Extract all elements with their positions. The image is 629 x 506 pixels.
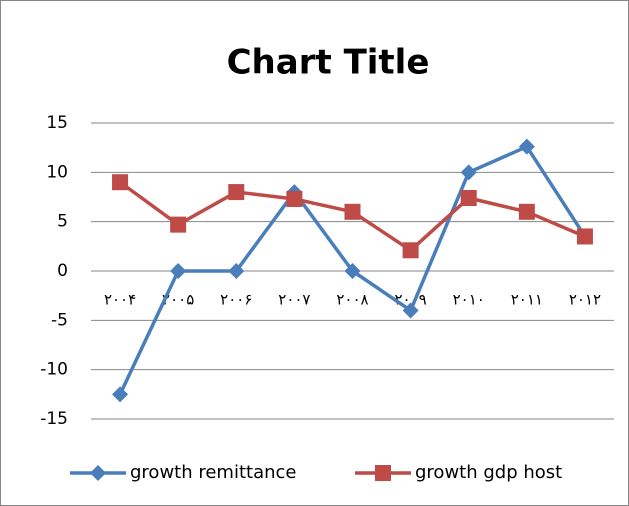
- y-tick-label: 10: [46, 162, 68, 182]
- legend-label: growth remittance: [130, 462, 297, 483]
- data-point: [170, 263, 187, 279]
- legend-label: growth gdp host: [415, 462, 562, 483]
- data-point: [286, 190, 303, 207]
- data-point: [228, 184, 245, 201]
- data-point: [344, 263, 361, 279]
- data-point: [112, 174, 129, 191]
- x-tick-label: ۲۰۱۲: [569, 291, 601, 309]
- x-tick-label: ۲۰۱۰: [453, 291, 485, 309]
- x-tick-label: ۲۰۱۱: [511, 291, 543, 309]
- data-point: [112, 386, 129, 403]
- data-point: [344, 203, 361, 220]
- legend-marker: [90, 465, 106, 481]
- data-point: [402, 242, 419, 259]
- data-point: [402, 302, 419, 319]
- y-tick-label: -5: [51, 310, 68, 330]
- legend-marker: [375, 465, 391, 481]
- chart-title: Chart Title: [227, 43, 430, 83]
- data-point: [460, 164, 477, 181]
- x-tick-label: ۲۰۰۸: [336, 291, 368, 309]
- x-tick-label: ۲۰۰۷: [278, 291, 310, 309]
- x-tick-label: ۲۰۰۶: [220, 291, 252, 309]
- data-point: [170, 216, 187, 233]
- x-tick-label: ۲۰۰۵: [162, 291, 194, 309]
- y-tick-label: 15: [46, 113, 68, 133]
- data-point: [518, 138, 535, 155]
- y-tick-label: 5: [57, 212, 68, 232]
- data-point: [460, 189, 477, 206]
- y-tick-label: -15: [40, 409, 68, 429]
- data-point: [228, 263, 245, 279]
- y-tick-label: 0: [57, 261, 68, 281]
- data-point: [518, 203, 535, 220]
- data-point: [576, 228, 593, 245]
- x-tick-label: ۲۰۰۴: [104, 291, 136, 309]
- y-tick-label: -10: [40, 360, 68, 380]
